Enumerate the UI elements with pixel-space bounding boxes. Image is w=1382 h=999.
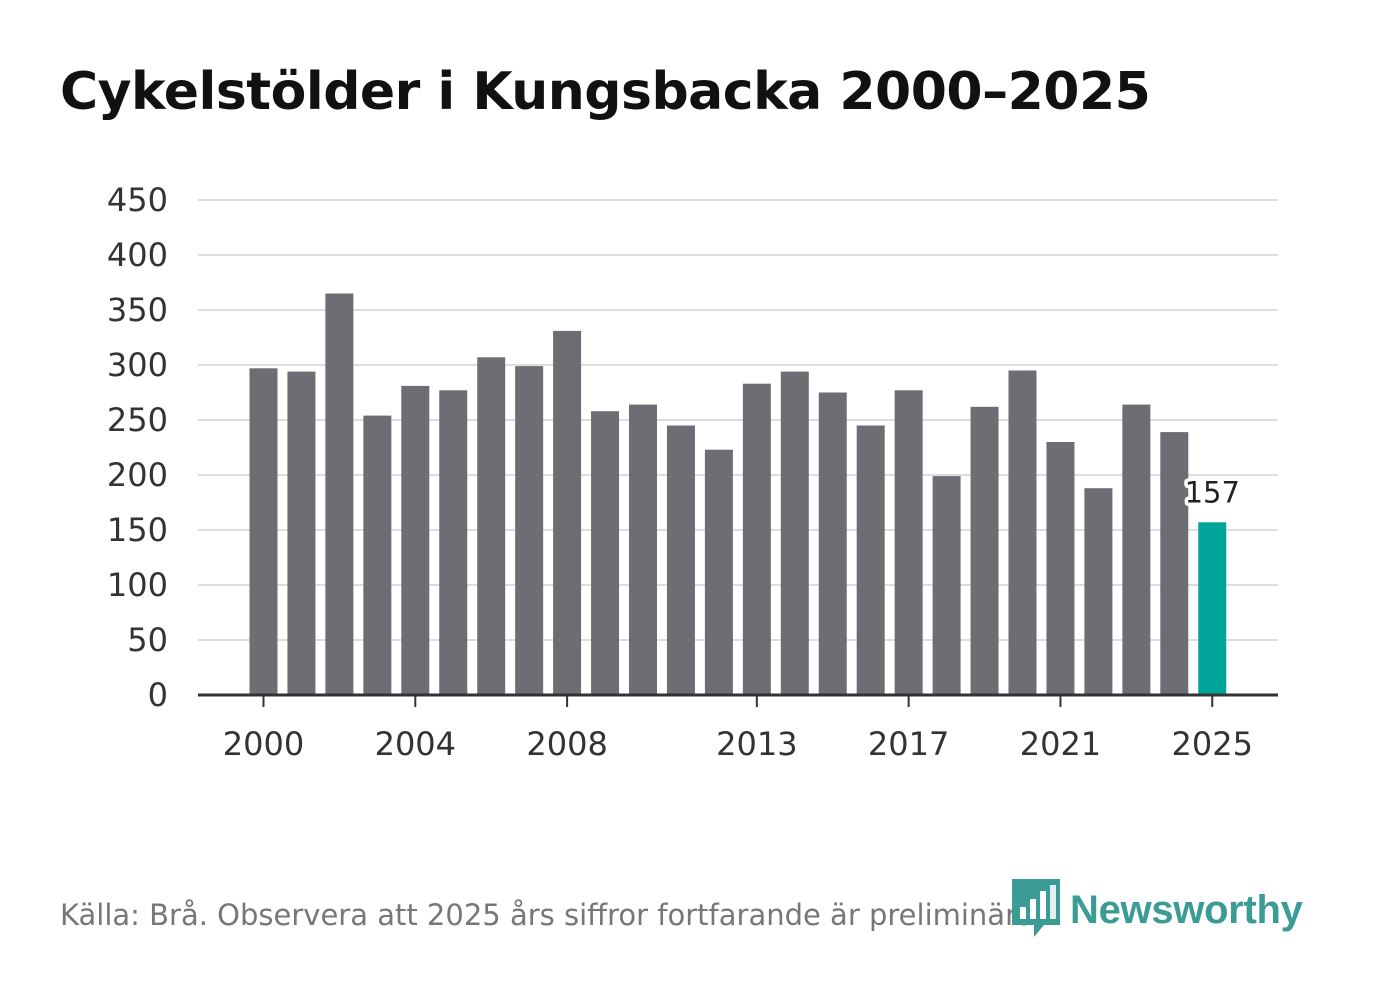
brand-name: Newsworthy: [1070, 887, 1303, 932]
chart-title: Cykelstölder i Kungsbacka 2000–2025: [60, 62, 1151, 122]
x-tick-label: 2013: [716, 725, 797, 763]
bar-2003[interactable]: [363, 415, 392, 695]
y-tick-label: 100: [107, 566, 168, 604]
bar-2005[interactable]: [439, 390, 468, 695]
bar-2008[interactable]: [553, 330, 582, 695]
bar-2010[interactable]: [629, 404, 657, 695]
bar-2009[interactable]: [591, 411, 620, 695]
x-tick-label: 2008: [526, 725, 607, 763]
x-tick-label: 2004: [375, 725, 456, 763]
bar-2001[interactable]: [287, 371, 316, 695]
bar-2013[interactable]: [742, 383, 771, 695]
y-tick-label: 0: [148, 676, 168, 714]
y-tick-label: 350: [107, 291, 168, 329]
brand-logo[interactable]: Newsworthy: [1010, 878, 1303, 942]
bar-2011[interactable]: [666, 425, 695, 696]
bars: [249, 293, 1227, 696]
y-tick-label: 300: [107, 346, 168, 384]
bar-2006[interactable]: [477, 357, 506, 695]
bar-2025[interactable]: [1198, 522, 1227, 695]
x-axis: 2000 2004 2008 2013 2017 2021 2025: [198, 693, 1278, 763]
newsworthy-logo-icon: [1010, 877, 1062, 944]
bar-2024[interactable]: [1160, 432, 1189, 695]
x-tick-label: 2021: [1020, 725, 1101, 763]
y-tick-label: 250: [107, 401, 168, 439]
x-tick-label: 2017: [868, 725, 949, 763]
x-tick-label: 2000: [223, 725, 304, 763]
bar-2014[interactable]: [780, 371, 809, 695]
bar-2023[interactable]: [1122, 404, 1151, 695]
y-tick-label: 400: [107, 236, 168, 274]
bar-2000[interactable]: [249, 368, 278, 695]
bar-2012[interactable]: [704, 449, 733, 695]
bar-2020[interactable]: [1008, 370, 1037, 696]
y-tick-label: 450: [107, 181, 168, 219]
bar-2017[interactable]: [894, 390, 923, 695]
gridlines: [198, 199, 1278, 641]
y-tick-label: 150: [107, 511, 168, 549]
source-note: Källa: Brå. Observera att 2025 års siffr…: [60, 898, 1044, 932]
data-label-2025: 157: [1185, 475, 1240, 509]
x-tick-label: 2025: [1172, 725, 1253, 763]
bar-2021[interactable]: [1046, 442, 1075, 695]
y-axis-ticks: 0 50 100 150 200 250 300 350 400 450: [107, 181, 168, 714]
bar-2015[interactable]: [818, 392, 847, 696]
bar-2007[interactable]: [515, 366, 544, 695]
bar-2002[interactable]: [325, 293, 354, 696]
bar-2018[interactable]: [932, 476, 961, 695]
y-tick-label: 50: [127, 621, 168, 659]
bar-2004[interactable]: [401, 385, 430, 695]
bar-2019[interactable]: [970, 406, 999, 695]
data-labels: 157: [1181, 472, 1243, 513]
y-tick-label: 200: [107, 456, 168, 494]
bar-2022[interactable]: [1084, 488, 1113, 695]
bar-2016[interactable]: [856, 425, 885, 696]
